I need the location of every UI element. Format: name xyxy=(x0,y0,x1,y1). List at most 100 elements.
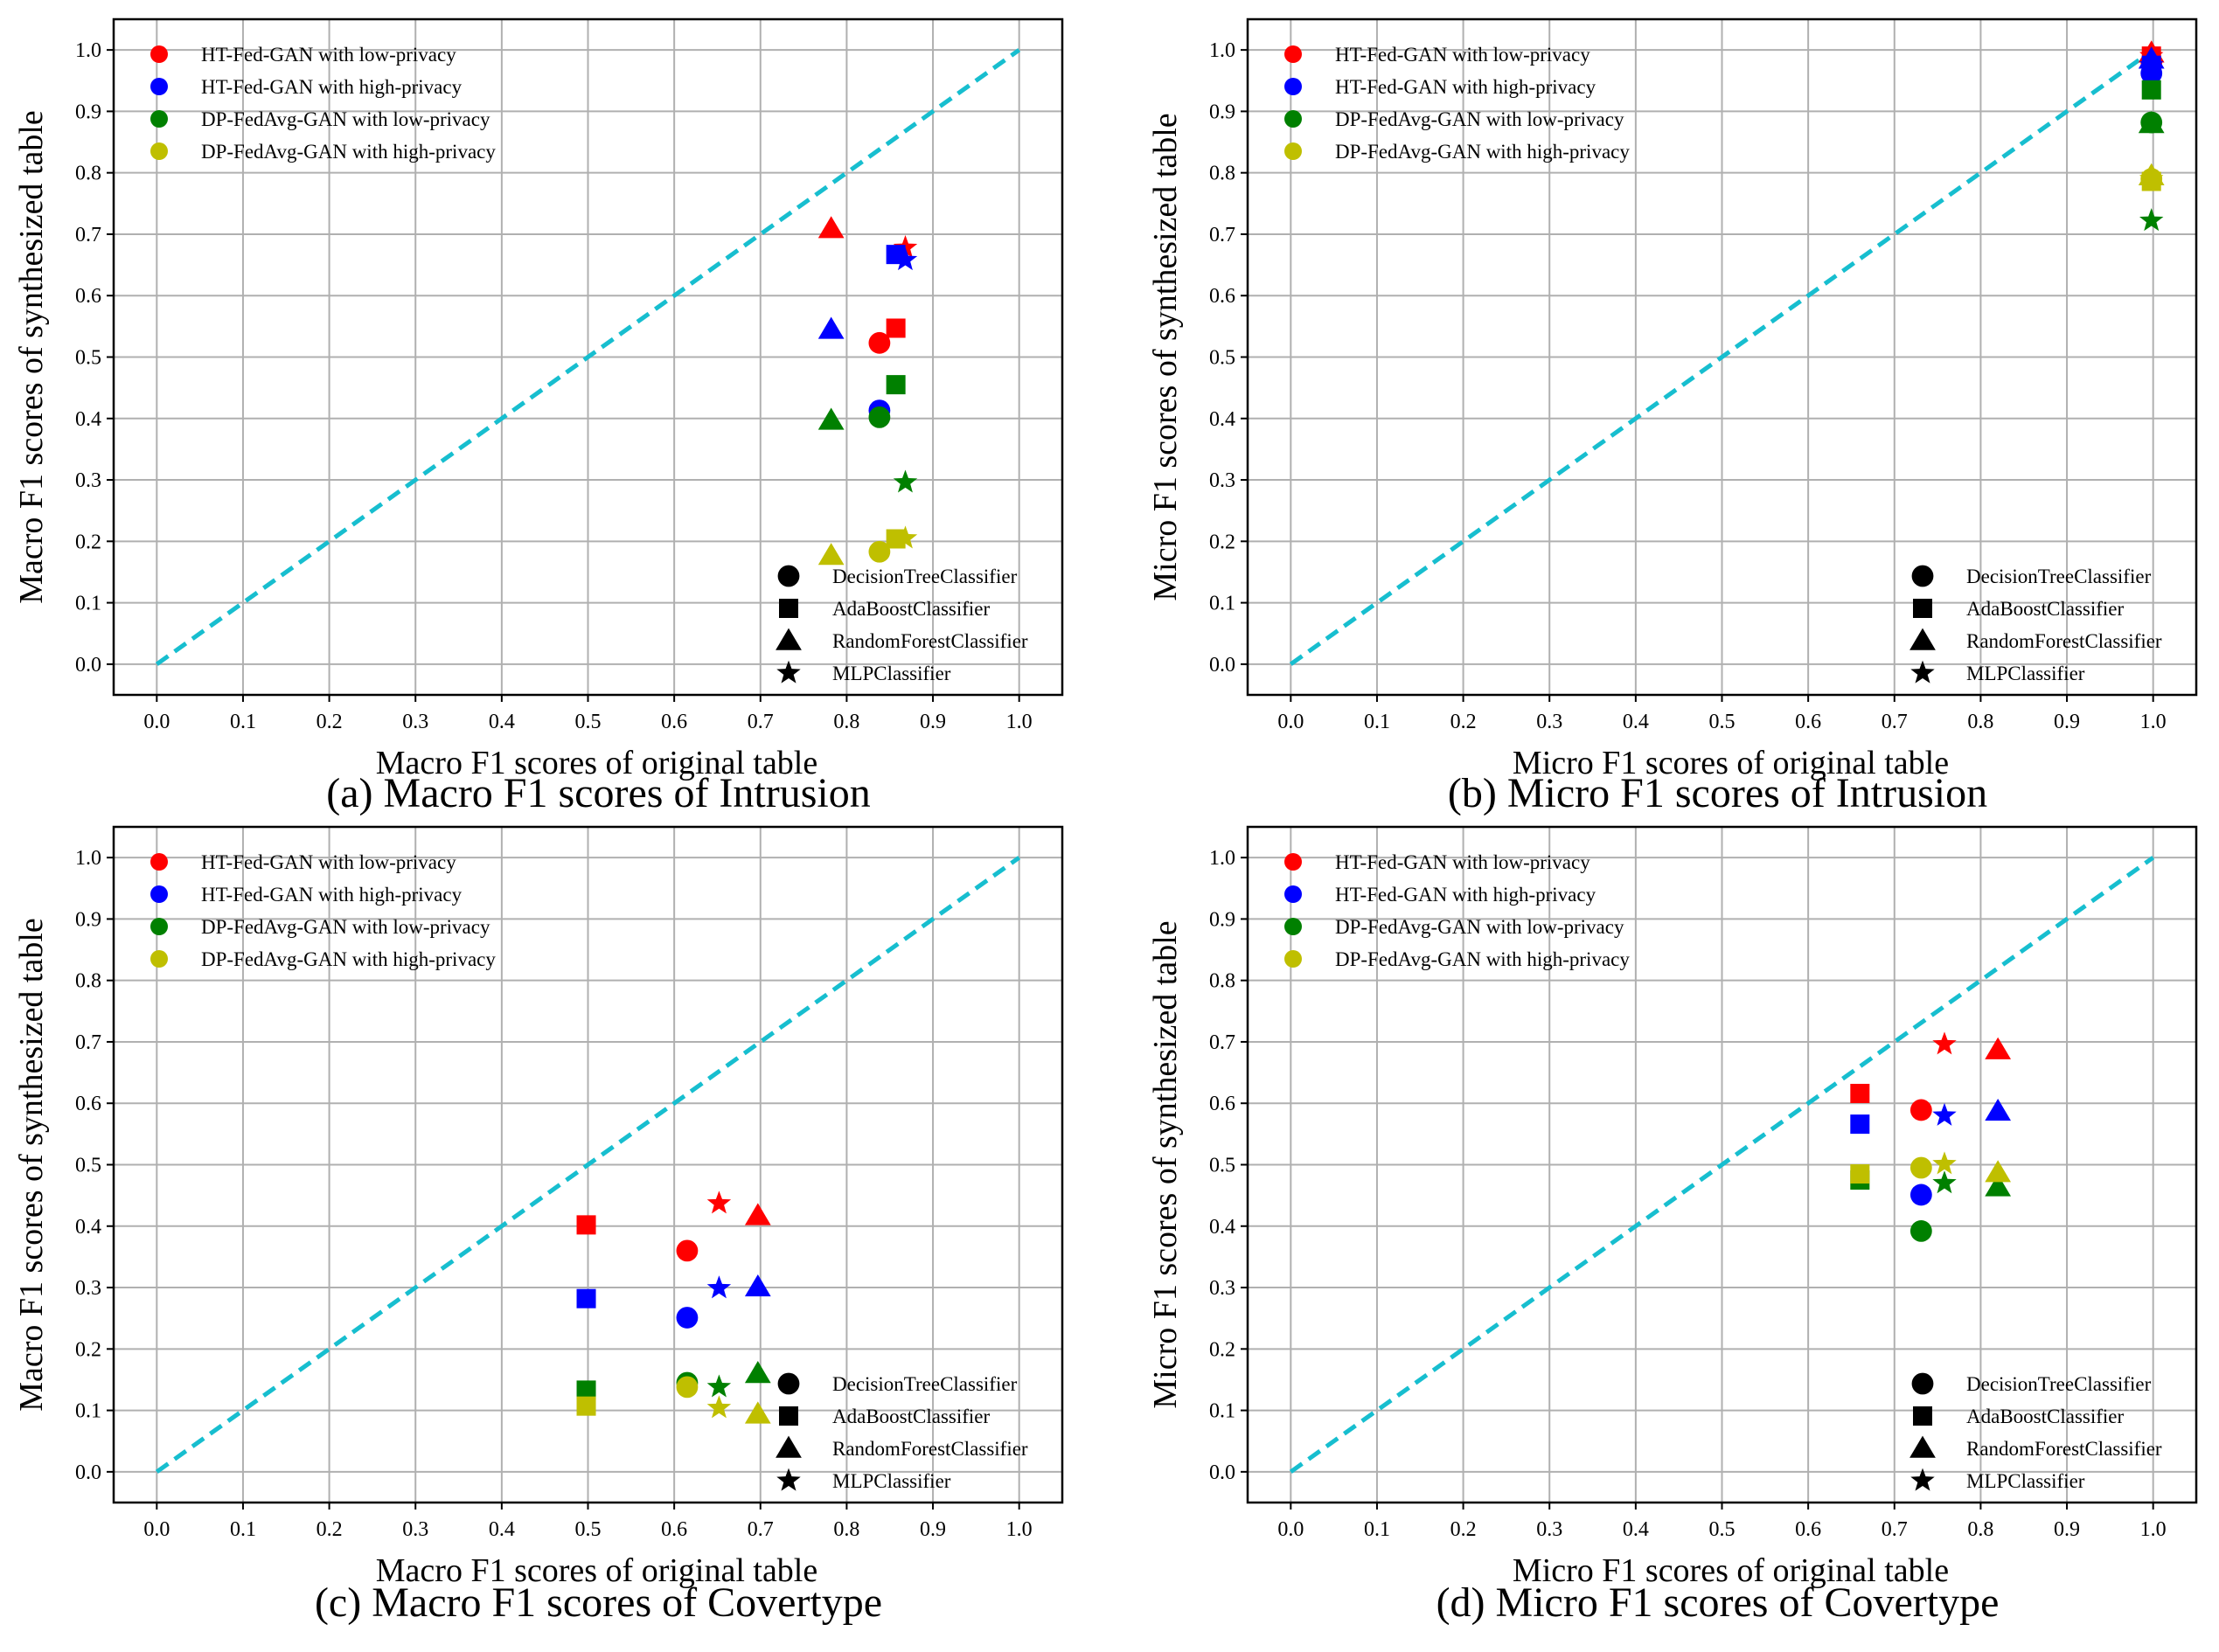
y-tick-label: 0.3 xyxy=(75,1277,101,1300)
data-point xyxy=(893,525,918,549)
y-tick-label: 1.0 xyxy=(75,39,101,62)
y-tick-label: 0.7 xyxy=(1209,1031,1235,1054)
y-axis-label: Micro F1 scores of synthesized table xyxy=(1147,920,1184,1408)
data-point xyxy=(744,1274,771,1297)
y-tick-label: 0.2 xyxy=(1209,531,1235,553)
data-point xyxy=(893,247,918,271)
legend-classifier-marker xyxy=(777,565,800,587)
y-tick-label: 0.9 xyxy=(1209,908,1235,931)
y-tick-label: 0.1 xyxy=(1209,1400,1235,1423)
legend-method-label: DP-FedAvg-GAN with low-privacy xyxy=(201,916,490,938)
legend-method-label: HT-Fed-GAN with low-privacy xyxy=(201,44,456,66)
legend-classifier-label: AdaBoostClassifier xyxy=(1966,598,2124,620)
legend-classifier-marker xyxy=(776,1468,801,1491)
legend-method-marker xyxy=(1284,142,1302,160)
legend-method-marker xyxy=(1284,918,1302,935)
legend-method-marker xyxy=(150,142,168,160)
x-tick-label: 0.4 xyxy=(489,711,515,733)
x-axis-label: Micro F1 scores of original table xyxy=(1513,745,1949,781)
legend-method-label: HT-Fed-GAN with low-privacy xyxy=(201,851,456,873)
data-point xyxy=(2141,80,2161,100)
diagonal-reference-line xyxy=(1289,856,2155,1474)
legend-method-label: DP-FedAvg-GAN with low-privacy xyxy=(201,108,490,130)
y-tick-label: 0.5 xyxy=(1209,347,1235,370)
diagonal-reference-line xyxy=(155,856,1021,1474)
legend-method-label: DP-FedAvg-GAN with low-privacy xyxy=(1335,916,1624,938)
legend-classifier-label: DecisionTreeClassifier xyxy=(832,1373,1018,1395)
data-point xyxy=(576,1215,596,1235)
caption-d: (d) Micro F1 scores of Covertype xyxy=(1436,1579,2000,1626)
data-point xyxy=(2138,111,2165,134)
x-tick-label: 1.0 xyxy=(1006,1518,1033,1541)
x-tick-label: 0.5 xyxy=(1709,711,1736,733)
legend-classifier-label: MLPClassifier xyxy=(832,1470,951,1492)
x-axis-label: Macro F1 scores of original table xyxy=(376,745,817,781)
data-point xyxy=(576,1396,596,1416)
x-tick-label: 0.0 xyxy=(1277,711,1304,733)
y-tick-label: 0.4 xyxy=(1209,1216,1235,1239)
legend-classifier-label: AdaBoostClassifier xyxy=(832,1406,990,1427)
data-point xyxy=(1932,1031,1957,1055)
data-point xyxy=(1909,1099,1932,1121)
legend-method-marker xyxy=(1284,950,1302,968)
y-tick-label: 0.0 xyxy=(1209,654,1235,677)
data-point xyxy=(576,1380,596,1400)
y-tick-label: 0.0 xyxy=(75,654,101,677)
x-tick-label: 0.2 xyxy=(317,1518,343,1541)
legend-method-label: DP-FedAvg-GAN with high-privacy xyxy=(1335,948,1630,970)
legend-method-marker xyxy=(150,950,168,968)
x-tick-label: 0.2 xyxy=(1450,1518,1477,1541)
data-point xyxy=(706,1395,732,1419)
y-tick-label: 0.8 xyxy=(1209,163,1235,185)
data-point xyxy=(2139,208,2164,232)
data-point xyxy=(744,1401,771,1424)
data-point xyxy=(1850,1114,1870,1135)
caption-c: (c) Macro F1 scores of Covertype xyxy=(314,1579,883,1626)
x-tick-label: 0.8 xyxy=(833,711,859,733)
x-tick-label: 0.6 xyxy=(1795,1518,1821,1541)
legend-classifier-marker xyxy=(776,1435,802,1458)
x-tick-label: 0.7 xyxy=(748,1518,774,1541)
axes-frame xyxy=(112,825,1064,1504)
data-point xyxy=(886,375,906,395)
caption-b: (b) Micro F1 scores of Intrusion xyxy=(1447,770,1988,816)
legend-classifier-label: DecisionTreeClassifier xyxy=(832,566,1018,587)
legend-method-marker xyxy=(150,853,168,871)
chart-d: 0.0 0.0 0.1 0.1 0.2 0.2 0.3 0.3 0.4 0.4 0.5 0.5 0.6 0… xyxy=(1147,825,2198,1589)
x-axis-label: Micro F1 scores of original table xyxy=(1513,1552,1949,1589)
axes-frame xyxy=(1246,17,2198,697)
data-point xyxy=(744,1361,771,1384)
legend-classifier-marker xyxy=(1911,1372,1934,1395)
data-point xyxy=(868,540,891,563)
legend-method-marker xyxy=(1284,45,1302,63)
legend-classifier-marker xyxy=(777,1372,800,1395)
y-tick-label: 0.5 xyxy=(75,347,101,370)
legend-classifier-marker xyxy=(1909,1435,1936,1458)
x-tick-label: 0.6 xyxy=(1795,711,1821,733)
data-point xyxy=(817,407,845,430)
legend-classifier-marker xyxy=(776,628,802,650)
legend-method-label: DP-FedAvg-GAN with high-privacy xyxy=(201,141,496,163)
chart-a: 0.0 0.0 0.1 0.1 0.2 0.2 0.3 0.3 0.4 0.4 0.5 0.5 0.6 0… xyxy=(13,17,1064,781)
legend-classifier-label: RandomForestClassifier xyxy=(1966,1438,2162,1460)
y-tick-label: 0.6 xyxy=(75,285,101,308)
x-tick-label: 0.4 xyxy=(1623,1518,1649,1541)
legend-classifier-marker xyxy=(1911,565,1934,587)
legend-method-marker xyxy=(150,45,168,63)
y-axis-label: Micro F1 scores of synthesized table xyxy=(1147,113,1184,600)
x-tick-label: 0.1 xyxy=(230,711,256,733)
legend-classifier-marker xyxy=(1913,599,1932,618)
legend-method-marker xyxy=(150,78,168,95)
x-tick-label: 0.2 xyxy=(1450,711,1477,733)
y-tick-label: 0.8 xyxy=(75,970,101,993)
legend-classifier-label: RandomForestClassifier xyxy=(832,630,1028,652)
x-tick-label: 0.9 xyxy=(2054,711,2080,733)
x-tick-label: 0.3 xyxy=(402,711,428,733)
x-axis-label: Macro F1 scores of original table xyxy=(376,1552,817,1589)
data-point xyxy=(868,331,891,354)
data-point xyxy=(1909,1219,1932,1242)
data-point xyxy=(2139,52,2164,76)
data-point xyxy=(706,1275,732,1299)
data-point xyxy=(676,1376,699,1399)
